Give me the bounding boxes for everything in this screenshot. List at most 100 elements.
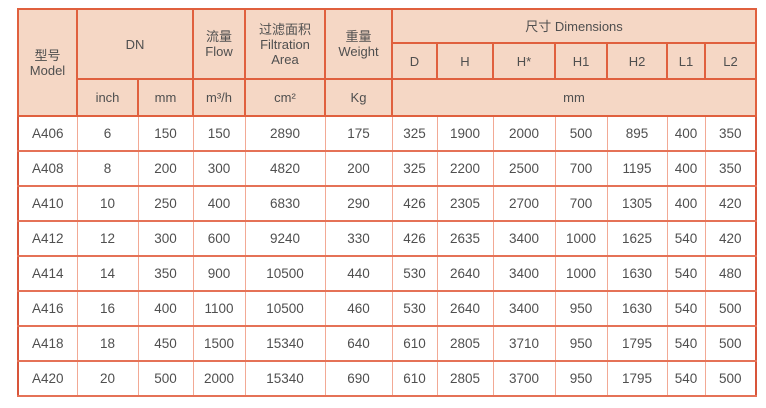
value-cell: 8 xyxy=(76,150,139,187)
value-cell: 1000 xyxy=(554,220,608,257)
value-cell: 700 xyxy=(554,185,608,222)
value-cell: 540 xyxy=(666,325,706,362)
value-cell: 900 xyxy=(192,255,246,292)
value-cell: 2000 xyxy=(492,115,556,152)
value-cell: 3700 xyxy=(492,360,556,397)
value-cell: 1305 xyxy=(606,185,668,222)
value-cell: 540 xyxy=(666,360,706,397)
value-cell: 1795 xyxy=(606,325,668,362)
value-cell: 175 xyxy=(324,115,393,152)
table-header: 型号 Model DN 流量 Flow 过滤面积 Filtration Area… xyxy=(17,8,758,117)
value-cell: 530 xyxy=(391,290,438,327)
value-cell: 330 xyxy=(324,220,393,257)
value-cell: 1795 xyxy=(606,360,668,397)
table-row: A406 6 150 150 2890 175 325 1900 2000 500 895 400 35… xyxy=(17,115,757,152)
value-cell: 420 xyxy=(704,220,757,257)
value-cell: 500 xyxy=(137,360,194,397)
table-row: A414 14 350 900 10500 440 530 2640 3400 1000 1630 5… xyxy=(17,255,757,292)
value-cell: 440 xyxy=(324,255,393,292)
header-dim-hstar: H* xyxy=(492,42,556,80)
model-cell: A416 xyxy=(17,290,78,327)
header-unit-mm: mm xyxy=(137,78,194,117)
header-flow: 流量 Flow xyxy=(192,8,246,80)
value-cell: 610 xyxy=(391,360,438,397)
value-cell: 540 xyxy=(666,290,706,327)
value-cell: 2500 xyxy=(492,150,556,187)
value-cell: 4820 xyxy=(244,150,326,187)
header-dim-l2: L2 xyxy=(703,42,758,80)
value-cell: 460 xyxy=(324,290,393,327)
value-cell: 2000 xyxy=(192,360,246,397)
value-cell: 400 xyxy=(137,290,194,327)
model-cell: A408 xyxy=(17,150,78,187)
header-row-1: 型号 Model DN 流量 Flow 过滤面积 Filtration Area… xyxy=(17,8,758,117)
value-cell: 2640 xyxy=(436,290,494,327)
value-cell: 18 xyxy=(76,325,139,362)
value-cell: 3400 xyxy=(492,220,556,257)
header-filtration-area: 过滤面积 Filtration Area xyxy=(244,8,326,80)
value-cell: 400 xyxy=(666,150,706,187)
table-row: A410 10 250 400 6830 290 426 2305 2700 700 1305 400… xyxy=(17,185,757,222)
value-cell: 325 xyxy=(391,150,438,187)
value-cell: 420 xyxy=(704,185,757,222)
value-cell: 400 xyxy=(666,115,706,152)
value-cell: 1100 xyxy=(192,290,246,327)
header-row-2: D H H* H1 H2 L1 L2 xyxy=(18,42,758,80)
value-cell: 6 xyxy=(76,115,139,152)
header-dim-h: H xyxy=(436,42,494,80)
value-cell: 400 xyxy=(666,185,706,222)
table-row: A412 12 300 600 9240 330 426 2635 3400 1000 1625 54… xyxy=(17,220,757,257)
table-body: A406 6 150 150 2890 175 325 1900 2000 500 895 400 35… xyxy=(17,115,757,397)
header-unit-filtration: cm² xyxy=(244,78,326,117)
model-cell: A412 xyxy=(17,220,78,257)
value-cell: 500 xyxy=(704,325,757,362)
value-cell: 2200 xyxy=(436,150,494,187)
value-cell: 500 xyxy=(704,290,757,327)
spec-table: 型号 Model DN 流量 Flow 过滤面积 Filtration Area… xyxy=(17,8,758,397)
value-cell: 895 xyxy=(606,115,668,152)
value-cell: 350 xyxy=(137,255,194,292)
value-cell: 10 xyxy=(76,185,139,222)
header-dim-d: D xyxy=(391,42,438,80)
value-cell: 16 xyxy=(76,290,139,327)
value-cell: 12 xyxy=(76,220,139,257)
header-unit-weight: Kg xyxy=(324,78,393,117)
value-cell: 2305 xyxy=(436,185,494,222)
value-cell: 2640 xyxy=(436,255,494,292)
value-cell: 540 xyxy=(666,220,706,257)
table-row: A418 18 450 1500 15340 640 610 2805 3710 950 1795 5… xyxy=(17,325,757,362)
value-cell: 150 xyxy=(192,115,246,152)
value-cell: 610 xyxy=(391,325,438,362)
header-unit-dimensions: mm xyxy=(390,78,758,117)
header-dimensions: 尺寸 Dimensions xyxy=(390,8,758,44)
value-cell: 1000 xyxy=(554,255,608,292)
value-cell: 1900 xyxy=(436,115,494,152)
value-cell: 350 xyxy=(704,115,757,152)
value-cell: 480 xyxy=(704,255,757,292)
header-model: 型号 Model xyxy=(17,8,78,117)
value-cell: 950 xyxy=(554,325,608,362)
header-row-3: inch mm m³/h cm² Kg mm xyxy=(18,78,758,117)
value-cell: 250 xyxy=(137,185,194,222)
value-cell: 2700 xyxy=(492,185,556,222)
header-dim-l1: L1 xyxy=(666,42,706,80)
value-cell: 10500 xyxy=(244,290,326,327)
value-cell: 2890 xyxy=(244,115,326,152)
value-cell: 300 xyxy=(137,220,194,257)
value-cell: 200 xyxy=(324,150,393,187)
value-cell: 325 xyxy=(391,115,438,152)
value-cell: 2805 xyxy=(436,360,494,397)
value-cell: 400 xyxy=(192,185,246,222)
value-cell: 3710 xyxy=(492,325,556,362)
header-weight: 重量 Weight xyxy=(324,8,393,80)
model-cell: A410 xyxy=(17,185,78,222)
value-cell: 530 xyxy=(391,255,438,292)
value-cell: 200 xyxy=(137,150,194,187)
model-cell: A406 xyxy=(17,115,78,152)
value-cell: 1630 xyxy=(606,290,668,327)
value-cell: 6830 xyxy=(244,185,326,222)
value-cell: 150 xyxy=(137,115,194,152)
value-cell: 3400 xyxy=(492,290,556,327)
value-cell: 426 xyxy=(391,220,438,257)
value-cell: 300 xyxy=(192,150,246,187)
